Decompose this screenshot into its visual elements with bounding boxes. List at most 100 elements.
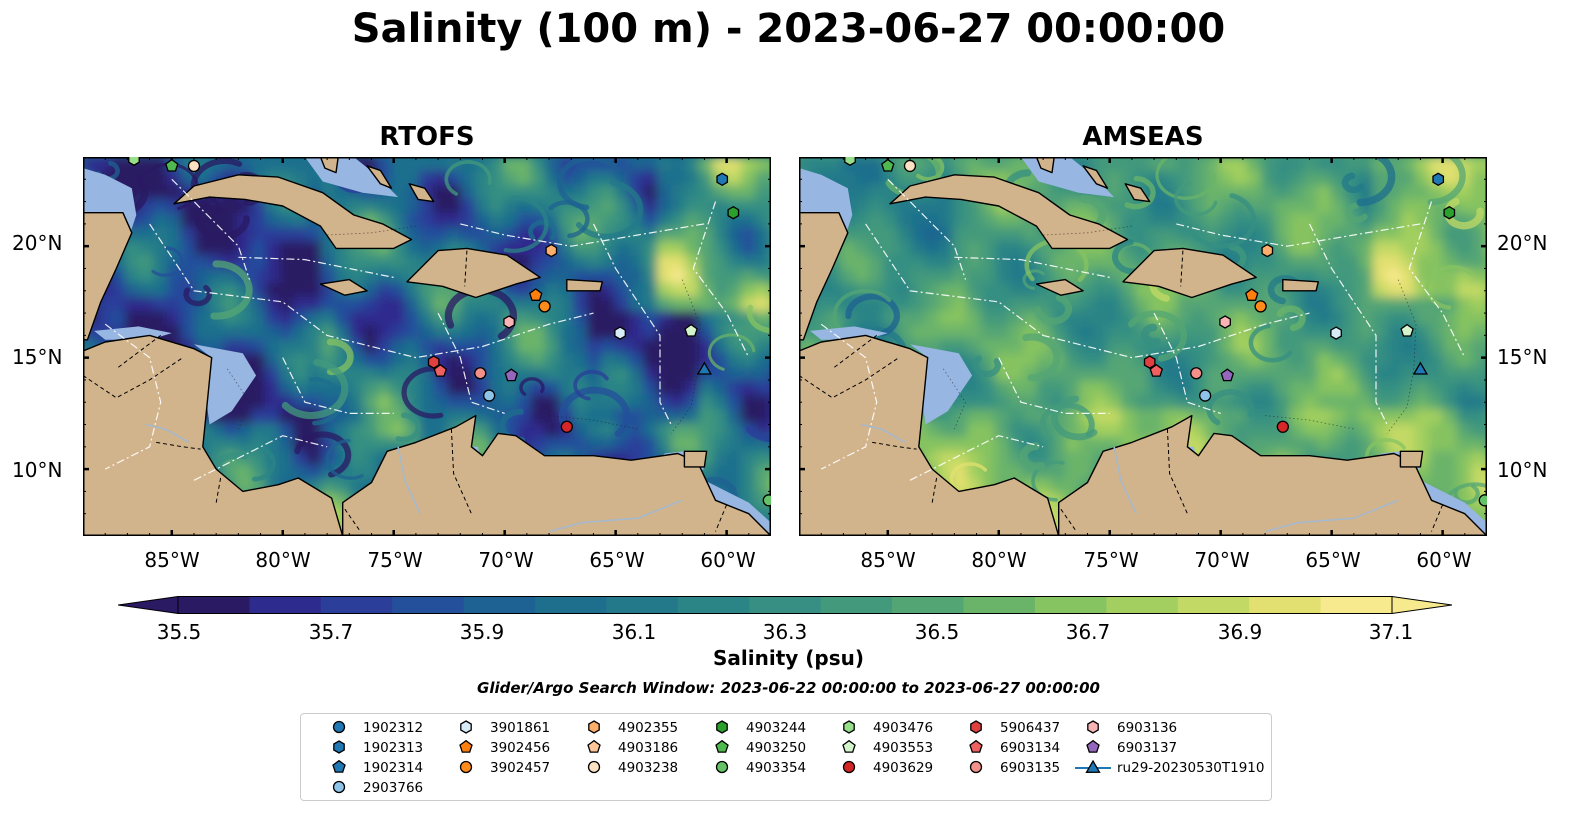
legend: 1902312 1902313 1902314 2903766 3901861 39024… — [300, 713, 1272, 801]
legend-label: 5906437 — [1000, 720, 1061, 736]
float-marker-3902457[interactable] — [1254, 300, 1267, 313]
float-marker-4902355[interactable] — [545, 243, 558, 258]
float-marker-4903629[interactable] — [1276, 420, 1289, 433]
float-marker-ru29-20230530T1910[interactable] — [696, 361, 713, 375]
legend-label: 1902314 — [363, 760, 424, 776]
landmass — [799, 157, 1487, 536]
bathymetry-contours — [942, 225, 1417, 434]
legend-marker-1902314 — [332, 759, 346, 773]
colorbar-bin — [1106, 596, 1179, 614]
legend-label: 6903136 — [1117, 720, 1178, 736]
legend-marker-6903134 — [969, 739, 983, 753]
float-marker-4903250[interactable] — [165, 158, 179, 172]
float-marker-4903553[interactable] — [684, 323, 698, 337]
colorbar-bin — [677, 596, 750, 614]
float-marker-1902313[interactable] — [1432, 172, 1445, 187]
float-marker-3902457[interactable] — [538, 300, 551, 313]
float-marker-4903354[interactable] — [762, 494, 771, 507]
legend-label: 4903238 — [618, 760, 679, 776]
colorbar-bin — [1249, 596, 1322, 614]
lon-label-80w-right: 80°W — [971, 548, 1027, 572]
colorbar-tick: 36.7 — [1065, 620, 1111, 644]
colorbar-tick: 35.9 — [459, 620, 505, 644]
lon-label-60w-right: 60°W — [1416, 548, 1472, 572]
lat-label-20n: 20°N — [12, 231, 63, 255]
legend-marker-4902355 — [588, 720, 600, 734]
float-markers — [844, 157, 1487, 507]
float-marker-4903244[interactable] — [727, 205, 740, 220]
lon-label-75w: 75°W — [367, 548, 423, 572]
lat-label-20n-right: 20°N — [1497, 231, 1548, 255]
colorbar-bin — [392, 596, 465, 614]
float-marker-6903137[interactable] — [504, 368, 519, 382]
float-marker-4903250[interactable] — [881, 158, 895, 172]
float-marker-3902456[interactable] — [529, 288, 543, 301]
colorbar-bin — [963, 596, 1036, 614]
lon-label-85w: 85°W — [144, 548, 200, 572]
float-marker-2903766[interactable] — [482, 389, 496, 402]
float-marker-5906437[interactable] — [1143, 355, 1156, 369]
float-marker-6903135[interactable] — [474, 367, 487, 380]
panel-title-rtofs: RTOFS — [379, 122, 475, 152]
float-marker-4903238[interactable] — [903, 159, 917, 173]
float-marker-1902313[interactable] — [716, 172, 729, 187]
float-marker-4903238[interactable] — [187, 159, 201, 173]
colorbar — [117, 595, 1453, 618]
float-marker-6903136[interactable] — [1219, 315, 1231, 329]
float-marker-ru29-20230530T1910[interactable] — [1412, 361, 1429, 375]
float-marker-6903137[interactable] — [1220, 368, 1235, 382]
legend-label: ru29-20230530T1910 — [1117, 760, 1265, 776]
map-amseas[interactable] — [799, 157, 1487, 536]
colorbar-bin — [1034, 596, 1107, 614]
legend-marker-6903137 — [1086, 739, 1100, 753]
legend-label: 4903354 — [746, 760, 807, 776]
lat-label-15n: 15°N — [12, 345, 63, 369]
legend-marker-4903186 — [587, 739, 601, 753]
lat-label-15n-right: 15°N — [1497, 345, 1548, 369]
colorbar-bin — [1320, 596, 1393, 614]
float-marker-6903136[interactable] — [503, 315, 515, 329]
lon-label-70w-right: 70°W — [1194, 548, 1250, 572]
float-marker-4903553[interactable] — [1400, 323, 1414, 337]
colorbar-extend-max — [1391, 595, 1453, 615]
legend-marker-4903629 — [842, 760, 856, 774]
legend-label: 2903766 — [363, 780, 424, 796]
legend-label: 4903553 — [873, 740, 934, 756]
boundary-lines — [820, 178, 1466, 481]
map-rtofs[interactable] — [83, 157, 771, 536]
float-marker-4903354[interactable] — [1478, 494, 1487, 507]
rivers — [860, 423, 1399, 533]
float-marker-3901861[interactable] — [1330, 326, 1342, 340]
legend-marker-4903250 — [715, 739, 729, 753]
lat-label-10n: 10°N — [12, 458, 63, 482]
legend-marker-1902312 — [332, 720, 346, 734]
colorbar-tick: 36.1 — [611, 620, 657, 644]
colorbar-tick: 36.3 — [762, 620, 808, 644]
map-frame — [799, 157, 1487, 536]
float-marker-2903766[interactable] — [1198, 389, 1212, 402]
figure-title: Salinity (100 m) - 2023-06-27 00:00:00 — [351, 6, 1226, 52]
float-marker-6903134[interactable] — [1149, 363, 1164, 377]
colorbar-bin — [820, 596, 893, 614]
legend-label: 3902457 — [490, 760, 551, 776]
legend-label: 4903476 — [873, 720, 934, 736]
legend-marker-4903354 — [715, 760, 729, 774]
legend-label: 4903244 — [746, 720, 807, 736]
float-marker-4902355[interactable] — [1261, 243, 1274, 258]
legend-marker-3902456 — [459, 739, 473, 753]
legend-marker-5906437 — [970, 720, 982, 734]
float-marker-5906437[interactable] — [427, 355, 440, 369]
float-marker-4903476[interactable] — [844, 157, 856, 166]
colorbar-extend-min — [117, 595, 179, 615]
legend-label: 1902313 — [363, 740, 424, 756]
colorbar-bin — [249, 596, 322, 614]
legend-marker-6903136 — [1087, 720, 1099, 734]
float-marker-3902456[interactable] — [1245, 288, 1259, 301]
float-marker-4903629[interactable] — [560, 420, 573, 433]
float-marker-6903135[interactable] — [1190, 367, 1203, 380]
lon-label-80w: 80°W — [255, 548, 311, 572]
float-marker-4903244[interactable] — [1443, 205, 1456, 220]
float-marker-3901861[interactable] — [614, 326, 626, 340]
float-marker-6903134[interactable] — [433, 363, 448, 377]
float-marker-4903476[interactable] — [128, 157, 140, 166]
